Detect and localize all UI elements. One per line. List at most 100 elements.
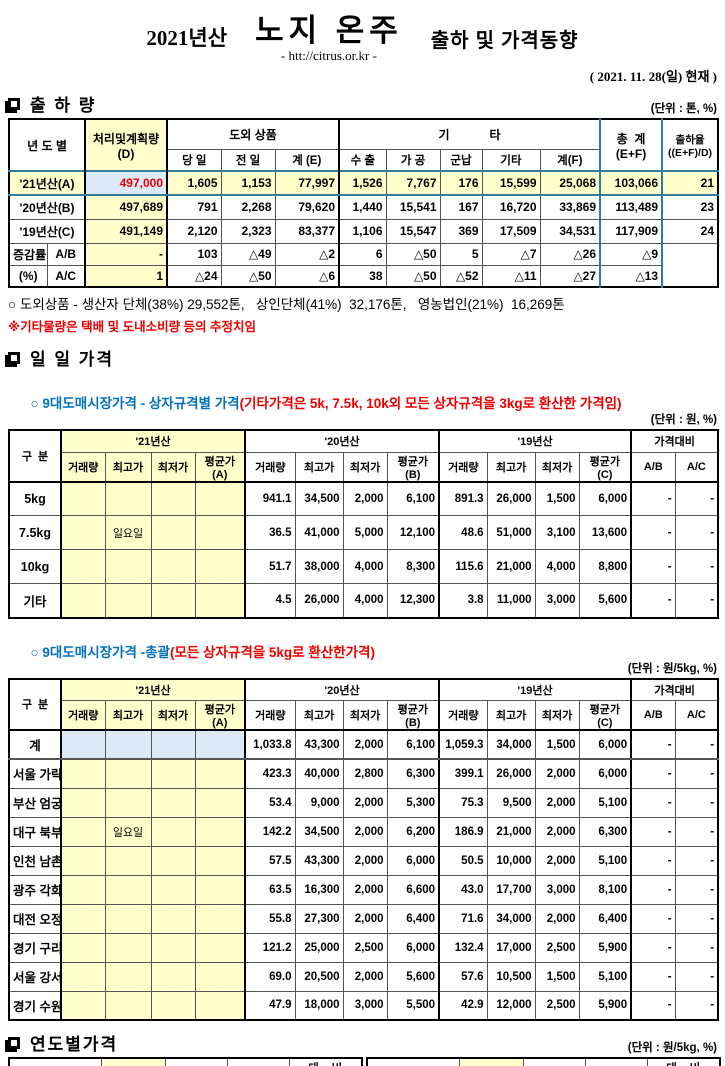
shipment-note: ○ 도외상품 - 생산자 단체(38%) 29,552톤, 상인단체(41%) … — [8, 297, 565, 313]
shipment-row: '21년산(A) 497,000 1,605 1,153 77,997 1,526 7,76… — [8, 170, 719, 197]
table-cell: △49 — [220, 242, 276, 266]
table-cell: 186.9 — [438, 816, 488, 847]
table-cell: - — [674, 874, 719, 905]
daily-sub1-title: ○ 9대도매시장가격 - 상자규격별 가격(기타가격은 5k, 7.5k, 10… — [8, 377, 622, 427]
table-cell: 1,500 — [534, 729, 580, 761]
table-cell — [60, 480, 106, 517]
col-header-high: 최고가 — [294, 451, 344, 483]
shipment-row: '19년산(C) 491,149 2,120 2,323 83,377 1,106 15,5… — [8, 218, 719, 244]
table-cell: 5,300 — [386, 787, 440, 818]
market-row: 5kg 941.1 34,500 2,000 6,100 891.3 26,000 1,500… — [8, 480, 719, 517]
section-title-text: 출 하 량 — [30, 96, 97, 116]
col-header-volume: 거래량 — [244, 700, 296, 731]
section-head-daily: 일 일 가격 — [8, 345, 717, 370]
table-cell — [60, 932, 106, 963]
col-header-2021a: '21년산(A) — [100, 1057, 166, 1066]
table-cell: 1,033.8 — [244, 729, 296, 761]
col-group-ratio: 대 비 — [288, 1057, 363, 1066]
table-cell — [104, 787, 152, 818]
table-cell: 34,000 — [486, 729, 536, 761]
website-url: - htt://citrus.or.kr - — [280, 48, 377, 64]
table-cell: 43,300 — [294, 845, 344, 876]
table-cell: 4,000 — [342, 549, 388, 585]
col-header-low: 최저가 — [150, 700, 196, 731]
table-cell: 5,000 — [342, 515, 388, 551]
table-cell: 55.8 — [244, 903, 296, 934]
row-label: 대구 북부 — [8, 816, 62, 847]
table-cell: 791 — [166, 194, 222, 220]
market-row: 경기 수원 47.9 18,000 3,000 5,500 42.9 12,000 2,500… — [8, 990, 719, 1021]
table-cell: △9 — [599, 242, 664, 266]
col-header-high: 최고가 — [486, 451, 536, 483]
table-cell: △27 — [539, 264, 601, 288]
table-cell: △50 — [385, 264, 441, 288]
market-row: 서울 가락 423.3 40,000 2,800 6,300 399.1 26,000 2,0… — [8, 758, 719, 789]
square-bullet-icon — [8, 351, 20, 364]
subtitle-note-red: (기타가격은 5k, 7.5k, 10k외 모든 상자규격을 3kg로 환산한 … — [239, 396, 622, 412]
table-cell — [194, 583, 246, 619]
market-row: 부산 엄궁 53.4 9,000 2,000 5,300 75.3 9,500 2,000 5,… — [8, 787, 719, 818]
table-cell — [104, 583, 152, 619]
table-cell: 10,000 — [486, 845, 536, 876]
col-header-volume: 거래량 — [438, 451, 488, 483]
daily-box-price-table: 구 분 '21년산 '20년산 '19년산 가격대비 거래량 최고가 최저가 평… — [8, 429, 720, 619]
table-cell: 26,000 — [486, 480, 536, 517]
table-cell: 12,000 — [486, 990, 536, 1021]
table-cell: - — [674, 729, 719, 761]
page-subtitle: 출하 및 가격동향 — [430, 30, 579, 52]
subtitle-note-red: (모든 상자규격을 5kg로 환산한가격) — [169, 644, 375, 660]
table-cell: 75.3 — [438, 787, 488, 818]
table-cell: - — [630, 961, 676, 992]
table-cell — [60, 515, 106, 551]
table-cell: 2,323 — [220, 218, 276, 244]
table-cell — [60, 787, 106, 818]
table-cell: 5,900 — [578, 932, 632, 963]
col-header-avg-a: 평균가(A) — [194, 700, 246, 731]
col-header-volume: 거래량 — [244, 451, 296, 483]
section-title-daily: 일 일 가격 — [8, 345, 114, 370]
table-cell: 2,000 — [342, 845, 388, 876]
table-cell: 15,547 — [385, 218, 441, 244]
table-cell: - — [630, 990, 676, 1021]
daily-sub2-line: ○ 9대도매시장가격 -총괄(모든 상자규격을 5kg로 환산한가격) (단위 … — [8, 626, 717, 676]
table-cell — [60, 816, 106, 847]
change-rate-row: 증감률 A/B -103 △49 △2 6 △50 5 △7 △26 △9 — [8, 242, 719, 288]
col-header-gubun: 구 분 — [8, 678, 62, 731]
table-cell: 2,000 — [342, 903, 388, 934]
section-head-shipment: 출 하 량 (단위 : 톤, %) — [8, 91, 717, 116]
market-row: 대구 북부 일요일 142.2 34,500 2,000 6,200 186.9 21,000… — [8, 816, 719, 847]
table-cell: 9,000 — [294, 787, 344, 818]
header-row: 거래량 최고가 최저가 평균가(A) 거래량 최고가 최저가 평균가(B) 거래… — [9, 700, 719, 731]
square-bullet-icon — [8, 1036, 20, 1049]
table-cell: 3,000 — [534, 874, 580, 905]
table-cell: △7 — [481, 242, 541, 266]
col-header-etc: 기타 — [481, 148, 541, 172]
table-cell: 176 — [439, 170, 483, 197]
row-label: 경기 구리 — [8, 932, 62, 963]
col-header-gubun: 구 분 — [8, 1057, 102, 1066]
table-cell — [194, 932, 246, 963]
col-group-2020: '20년산 — [244, 678, 440, 702]
table-cell — [150, 903, 196, 934]
table-cell: 38,000 — [294, 549, 344, 585]
table-cell: 5 — [439, 242, 483, 266]
table-cell: 25,068 — [539, 170, 601, 197]
table-cell: - — [674, 787, 719, 818]
table-cell: 34,500 — [294, 480, 344, 517]
table-cell: 34,500 — [294, 816, 344, 847]
table-cell — [60, 845, 106, 876]
section-title-shipment: 출 하 량 — [8, 91, 96, 116]
row-label: 기타 — [8, 583, 62, 619]
table-cell: 6,000 — [578, 480, 632, 517]
table-cell: 18,000 — [294, 990, 344, 1021]
table-cell — [104, 758, 152, 789]
table-cell: 69.0 — [244, 961, 296, 992]
row-sublabel: A/B — [46, 242, 86, 266]
table-cell: 6,600 — [386, 874, 440, 905]
col-header-volume: 거래량 — [60, 700, 106, 731]
row-label: (%) — [8, 264, 48, 288]
table-cell: 71.6 — [438, 903, 488, 934]
col-header-2019c: '19년산(C) — [226, 1057, 290, 1066]
table-cell — [194, 515, 246, 551]
